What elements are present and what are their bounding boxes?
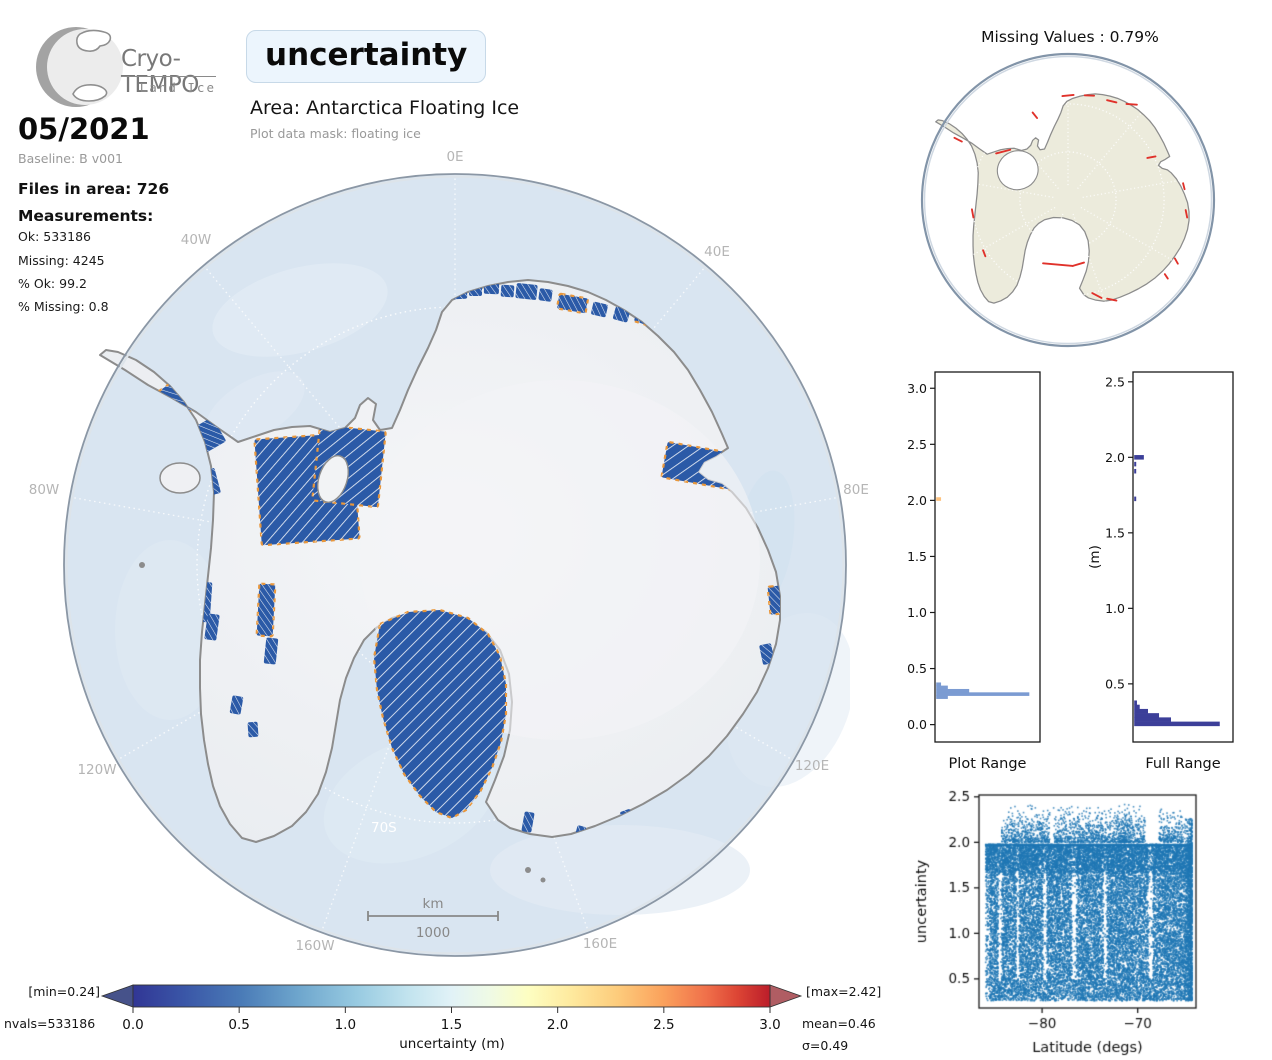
graticule-label: 80W [28, 482, 60, 498]
colorbar-mean-label: mean=0.46 [802, 1016, 876, 1031]
cryo-tempo-logo: Cryo-TEMPO Land Ice [18, 12, 228, 107]
svg-text:2.5: 2.5 [907, 437, 927, 452]
minimap-frame [920, 52, 1216, 348]
svg-text:1.5: 1.5 [907, 549, 927, 564]
island [159, 462, 201, 494]
minimap-title: Missing Values : 0.79% [981, 28, 1159, 46]
colorbar-min-label: [min=0.24] [28, 984, 100, 999]
graticule-label: 120E [794, 758, 830, 774]
minimap-ronne-embayment [996, 150, 1039, 191]
antarctica-uncertainty-map: 70S km 1000 [63, 173, 850, 957]
missing-values-minimap [920, 52, 1216, 348]
logo-subtitle: Land Ice [139, 80, 216, 95]
berkner-island [317, 455, 349, 503]
svg-text:1.5: 1.5 [441, 1017, 462, 1033]
island-dot [139, 562, 145, 568]
colorbar-under-arrow [100, 984, 134, 1008]
graticule-label: 0E [446, 149, 464, 165]
scale-bar-value: 1000 [416, 925, 450, 941]
colorbar-gradient [132, 984, 771, 1008]
plot-range-histogram: 0.0 0.5 1.0 1.5 2.0 2.5 3.0 Plot Range [907, 371, 1041, 772]
map-frame-inner [65, 175, 845, 955]
svg-text:(m): (m) [1087, 545, 1103, 569]
full-range-histogram: 0.5 1.0 1.5 2.0 2.5 Full Range (m) [1087, 371, 1234, 772]
pct-missing: % Missing: 0.8 [18, 299, 109, 314]
mask-label: Plot data mask: floating ice [250, 126, 421, 141]
colorbar-over-arrow [769, 984, 803, 1008]
ok-count: Ok: 533186 [18, 229, 91, 244]
logo-divider [122, 76, 216, 77]
svg-text:0.5: 0.5 [1105, 676, 1125, 691]
svg-text:Full Range: Full Range [1145, 756, 1220, 772]
minimap-missing-marks [953, 94, 1189, 302]
svg-text:2.5: 2.5 [1105, 374, 1125, 389]
svg-text:0.0: 0.0 [907, 717, 927, 732]
map-frame-outer [63, 173, 847, 957]
graticule-label: 40E [704, 244, 730, 260]
colorbar-nvals-label: nvals=533186 [4, 1016, 96, 1031]
island-dot [540, 877, 546, 883]
sea-ice-tints [115, 263, 850, 915]
colorbar-sigma-label: σ=0.49 [802, 1038, 849, 1053]
graticule-label: 80E [843, 482, 869, 498]
svg-text:3.0: 3.0 [759, 1017, 780, 1033]
lat-70s-label: 70S [371, 820, 397, 836]
colorbar: 0.0 0.5 1.0 1.5 2.0 2.5 3.0 uncertainty (m) [100, 984, 803, 1052]
graticule-label: 120W [77, 762, 117, 778]
uncertainty-vs-latitude-scatter [900, 782, 1272, 1060]
measurements-heading: Measurements: [18, 207, 154, 225]
svg-text:1.0: 1.0 [907, 605, 927, 620]
svg-text:3.0: 3.0 [907, 381, 927, 396]
svg-text:2.0: 2.0 [1105, 450, 1125, 465]
graticule-label: 160W [295, 938, 335, 954]
files-in-area-label: Files in area: 726 [18, 180, 170, 198]
date-label: 05/2021 [18, 112, 150, 146]
svg-text:0.0: 0.0 [122, 1017, 143, 1033]
svg-text:0.5: 0.5 [228, 1017, 249, 1033]
globe-logo-icon [36, 27, 123, 107]
scale-bar-unit: km [423, 896, 444, 912]
colorbar-ticks: 0.0 0.5 1.0 1.5 2.0 2.5 3.0 [122, 1007, 781, 1033]
svg-text:2.0: 2.0 [547, 1017, 568, 1033]
island-dot [525, 867, 531, 873]
pct-ok: % Ok: 99.2 [18, 276, 87, 291]
svg-text:2.0: 2.0 [907, 493, 927, 508]
data-patches [372, 608, 508, 820]
colorbar-max-label: [max=2.42] [806, 984, 882, 999]
page-title: uncertainty [246, 30, 487, 83]
baseline-label: Baseline: B v001 [18, 151, 123, 166]
scale-bar [367, 911, 499, 921]
graticule-label: 40W [180, 232, 212, 248]
svg-text:2.5: 2.5 [653, 1017, 674, 1033]
svg-text:Plot Range: Plot Range [949, 756, 1027, 772]
graticule-label: 160E [582, 936, 618, 952]
svg-text:1.5: 1.5 [1105, 525, 1125, 540]
area-label: Area: Antarctica Floating Ice [250, 97, 520, 119]
svg-text:1.0: 1.0 [335, 1017, 356, 1033]
svg-text:0.5: 0.5 [907, 661, 927, 676]
minimap-graticule [924, 54, 1212, 337]
svg-text:1.0: 1.0 [1105, 601, 1125, 616]
colorbar-label: uncertainty (m) [399, 1036, 505, 1052]
missing-count: Missing: 4245 [18, 253, 105, 268]
minimap-frame-inner [923, 55, 1213, 345]
